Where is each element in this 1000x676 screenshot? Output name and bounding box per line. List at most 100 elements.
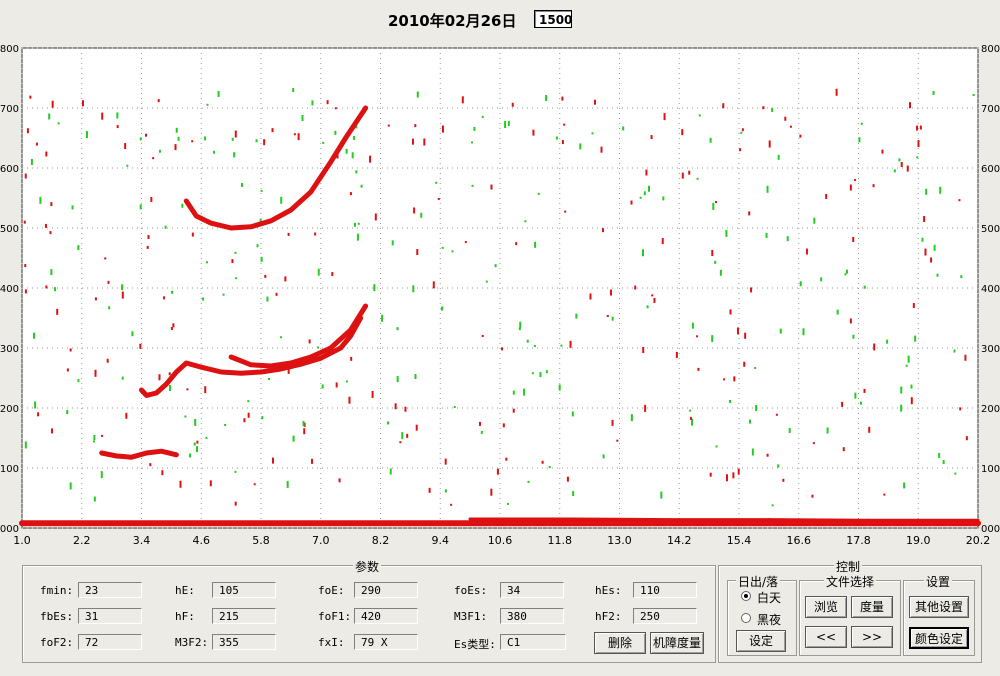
noise-speck: [942, 460, 945, 465]
noise-speck: [698, 114, 701, 117]
param-field[interactable]: 110: [633, 582, 697, 598]
noise-speck: [371, 390, 374, 398]
noise-speck: [663, 113, 666, 121]
param-field[interactable]: 250: [633, 608, 697, 624]
param-field[interactable]: C1: [500, 634, 566, 650]
noise-speck: [473, 126, 476, 131]
param-label: foF2:: [40, 636, 74, 649]
param-field[interactable]: 355: [212, 634, 276, 650]
noise-speck: [451, 250, 454, 253]
y-tick-label-left: 800: [0, 44, 19, 55]
noise-speck: [280, 196, 283, 204]
scale-button[interactable]: 度量: [851, 596, 893, 618]
noise-speck: [762, 106, 765, 110]
settings-title: 设置: [924, 573, 953, 590]
noise-speck: [471, 141, 474, 144]
browse-button[interactable]: 浏览: [805, 596, 847, 618]
noise-speck: [919, 125, 922, 130]
param-field[interactable]: 380: [500, 608, 564, 624]
trace-point: [976, 518, 980, 522]
trace-point: [289, 361, 293, 365]
noise-speck: [292, 435, 295, 442]
noise-speck: [54, 287, 57, 292]
night-radio[interactable]: [741, 613, 751, 623]
param-field[interactable]: 105: [212, 582, 276, 598]
day-radio[interactable]: [741, 591, 751, 601]
noise-speck: [563, 123, 566, 126]
noise-speck: [302, 420, 305, 426]
noise-speck: [755, 405, 758, 412]
trace-point: [130, 455, 134, 459]
time-input[interactable]: 1500: [534, 10, 572, 28]
noise-speck: [206, 103, 209, 106]
noise-speck: [545, 370, 548, 374]
noise-speck: [77, 379, 80, 383]
noise-speck: [505, 457, 508, 461]
param-field[interactable]: 215: [212, 608, 276, 624]
noise-speck: [271, 128, 274, 133]
noise-speck: [440, 306, 443, 311]
trace-point: [866, 518, 870, 522]
param-field[interactable]: 79 X: [354, 634, 418, 650]
noise-speck: [381, 314, 384, 322]
noise-speck: [532, 129, 535, 136]
noise-speck: [533, 345, 536, 348]
noise-speck: [709, 472, 712, 477]
noise-speck: [616, 439, 619, 442]
color-settings-button[interactable]: 颜色设定: [909, 627, 969, 649]
date-title: 2010年02月26日: [388, 12, 517, 30]
noise-speck: [898, 158, 901, 162]
noise-speck: [191, 232, 194, 237]
noise-speck: [645, 169, 648, 176]
param-field[interactable]: 31: [78, 608, 142, 624]
noise-speck: [560, 344, 563, 347]
noise-speck: [575, 313, 578, 319]
param-field[interactable]: 34: [500, 582, 564, 598]
noise-speck: [45, 285, 48, 289]
noise-speck: [461, 96, 464, 104]
noise-speck: [650, 135, 653, 140]
params-panel: 参数: [22, 558, 716, 663]
noise-speck: [26, 128, 29, 134]
noise-speck: [960, 275, 963, 279]
prev-button[interactable]: <<: [805, 626, 847, 648]
noise-speck: [771, 504, 774, 507]
trace-point: [194, 214, 198, 218]
param-field[interactable]: 290: [354, 582, 418, 598]
noise-speck: [104, 257, 107, 260]
noise-speck: [835, 88, 838, 96]
noise-speck: [108, 306, 111, 310]
noise-speck: [30, 158, 33, 165]
noise-speck: [396, 327, 399, 331]
delete-button[interactable]: 删除: [594, 632, 646, 654]
noise-speck: [569, 340, 572, 348]
day-label: 白天: [757, 591, 782, 605]
noise-speck: [279, 336, 282, 339]
param-field[interactable]: 72: [78, 634, 142, 650]
noise-speck: [900, 404, 903, 412]
noise-speck: [675, 351, 678, 358]
noise-speck: [171, 290, 174, 294]
noise-speck: [255, 139, 258, 143]
noise-speck: [391, 240, 394, 246]
noise-speck: [916, 156, 919, 159]
noise-speck: [630, 414, 633, 422]
noise-speck: [234, 130, 237, 138]
y-tick-label-right: 300: [981, 344, 1000, 355]
next-button[interactable]: >>: [851, 626, 893, 648]
noise-speck: [222, 293, 225, 296]
trace-point: [269, 219, 273, 223]
noise-speck: [24, 441, 27, 449]
param-field[interactable]: 420: [354, 608, 418, 624]
noise-speck: [496, 468, 499, 475]
other-settings-button[interactable]: 其他设置: [909, 596, 969, 618]
noise-speck: [163, 296, 166, 300]
x-tick-label: 8.2: [372, 534, 390, 547]
noise-speck: [523, 388, 526, 396]
auto-scale-button[interactable]: 机障度量: [650, 632, 704, 654]
set-button[interactable]: 设定: [736, 630, 786, 652]
param-field[interactable]: 23: [78, 582, 142, 598]
noise-speck: [662, 196, 665, 201]
noise-speck: [146, 245, 149, 249]
noise-speck: [765, 232, 768, 238]
